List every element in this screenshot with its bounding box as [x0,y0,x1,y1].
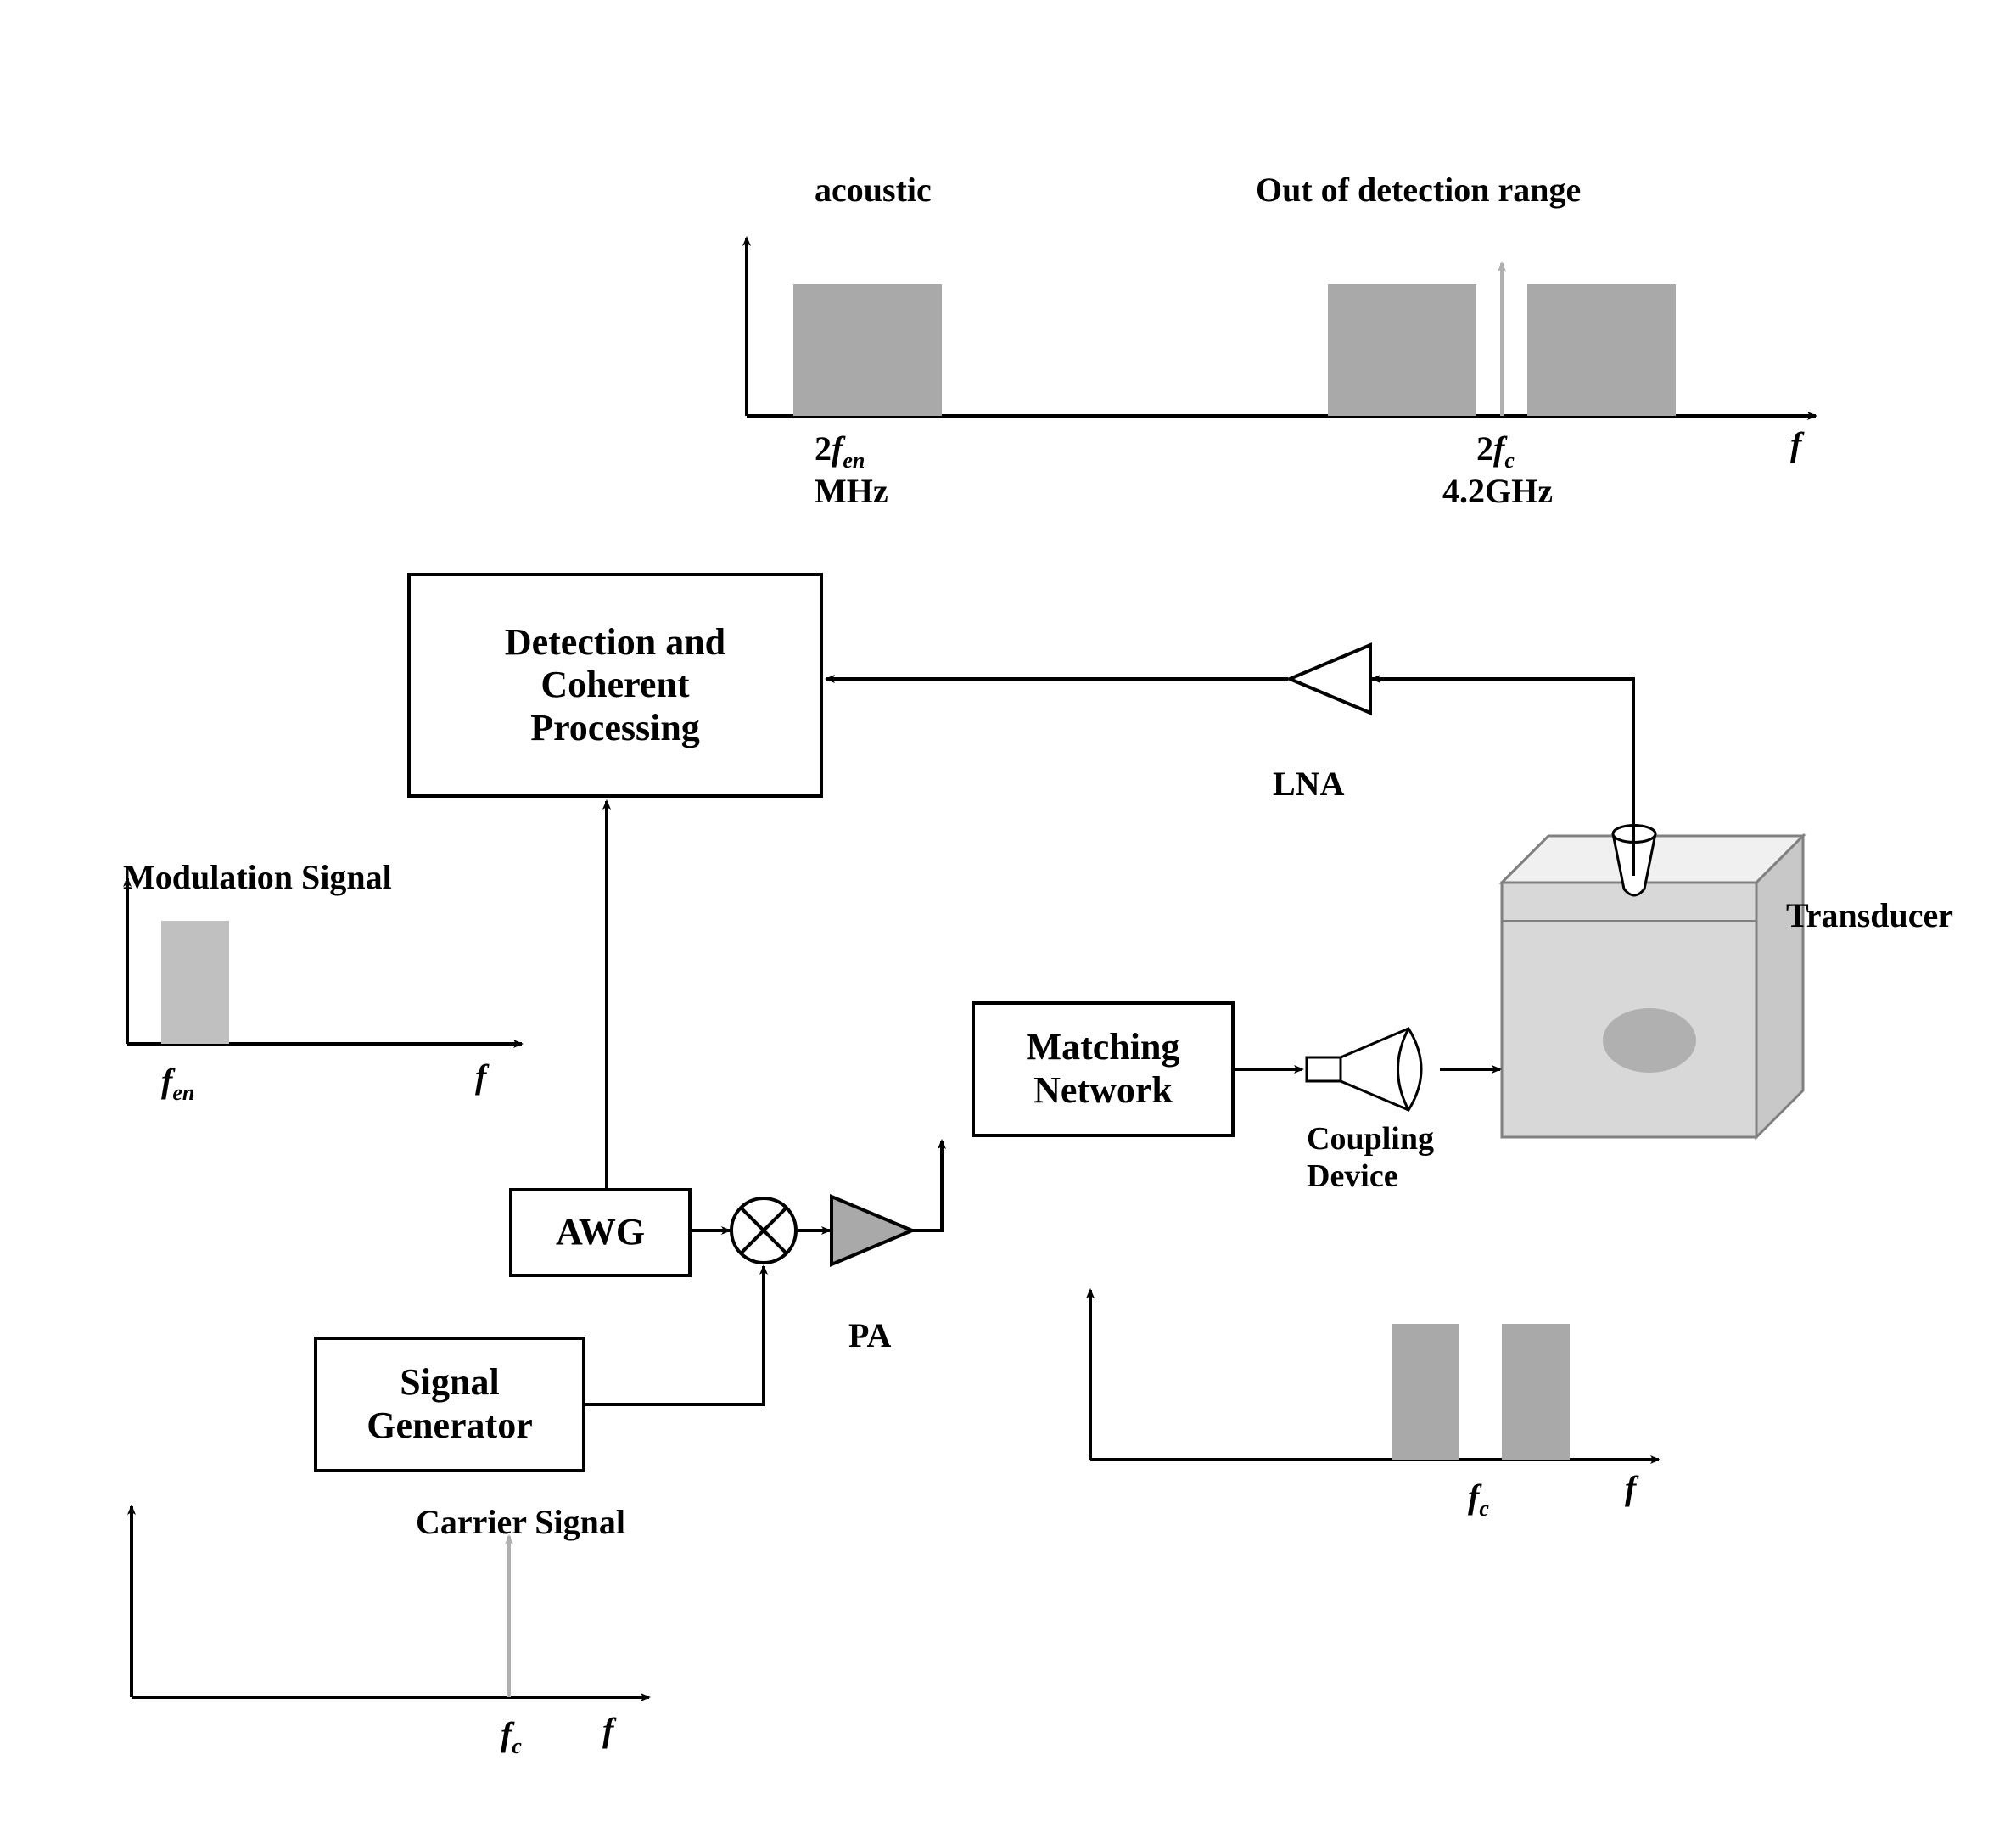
coupling-device-label: CouplingDevice [1307,1120,1434,1195]
awg-block: AWG [509,1188,692,1277]
axis-tick-label: f [475,1057,486,1096]
awg-label: AWG [556,1211,645,1254]
diagram-svg [0,0,2016,1822]
axis-tick-label: f [602,1710,613,1750]
transducer-label: Transducer [1786,895,1953,935]
pa-label: PA [848,1315,891,1355]
spectrum-title-right: Out of detection range [1256,170,1581,210]
signal-generator-block: SignalGenerator [314,1337,585,1472]
matching-network-label: MatchingNetwork [1027,1026,1180,1112]
axis-tick-label: fc [501,1714,522,1759]
axis-tick-label: fen [161,1061,194,1106]
axis-tick-label: fc [1468,1477,1489,1522]
spectrum-title: Carrier Signal [416,1502,625,1542]
axis-tick-label: MHz [815,471,888,511]
axis-tick-label: 2fen [815,429,865,474]
detection-label: Detection andCoherentProcessing [505,621,725,750]
axis-tick-label: f [1790,424,1801,464]
detection-block: Detection andCoherentProcessing [407,573,823,798]
spectrum-title-left: acoustic [815,170,932,210]
axis-tick-label: 4.2GHz [1442,471,1553,511]
matching-network-block: MatchingNetwork [972,1001,1235,1137]
axis-tick-label: 2fc [1476,429,1515,474]
lna-label: LNA [1273,764,1344,804]
signal-generator-label: SignalGenerator [367,1361,532,1447]
axis-tick-label: f [1625,1468,1636,1508]
spectrum-title: Modulation Signal [123,857,392,897]
